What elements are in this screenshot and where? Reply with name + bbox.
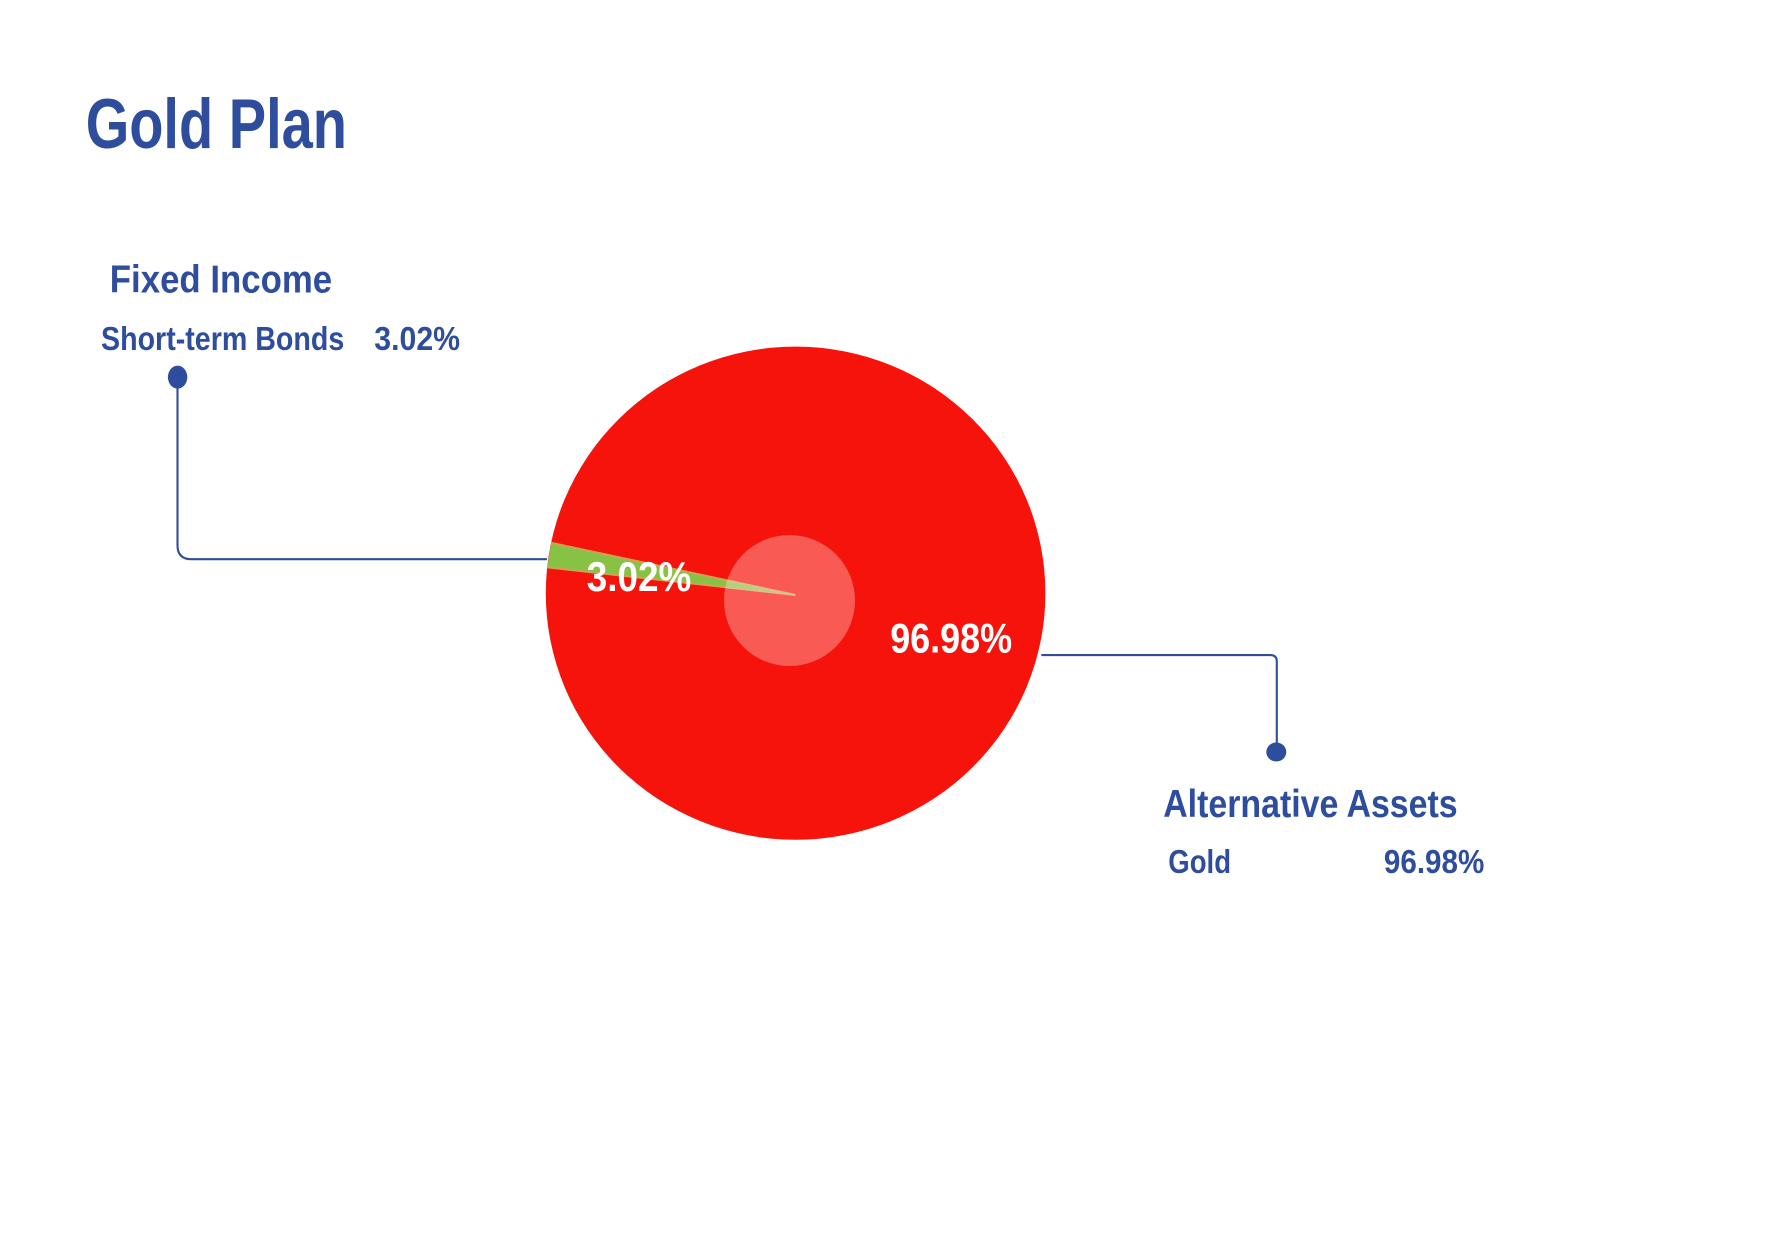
svg-text:96.98%: 96.98% — [890, 616, 1012, 662]
svg-text:96.98%: 96.98% — [1384, 842, 1484, 880]
svg-text:Gold Plan: Gold Plan — [86, 84, 347, 164]
svg-text:3.02%: 3.02% — [374, 319, 460, 357]
svg-text:3.02%: 3.02% — [587, 554, 692, 601]
svg-text:Alternative Assets: Alternative Assets — [1163, 782, 1457, 826]
svg-text:Fixed Income: Fixed Income — [110, 256, 332, 300]
svg-text:Short-term Bonds: Short-term Bonds — [101, 320, 344, 358]
svg-text:Gold: Gold — [1168, 842, 1231, 880]
